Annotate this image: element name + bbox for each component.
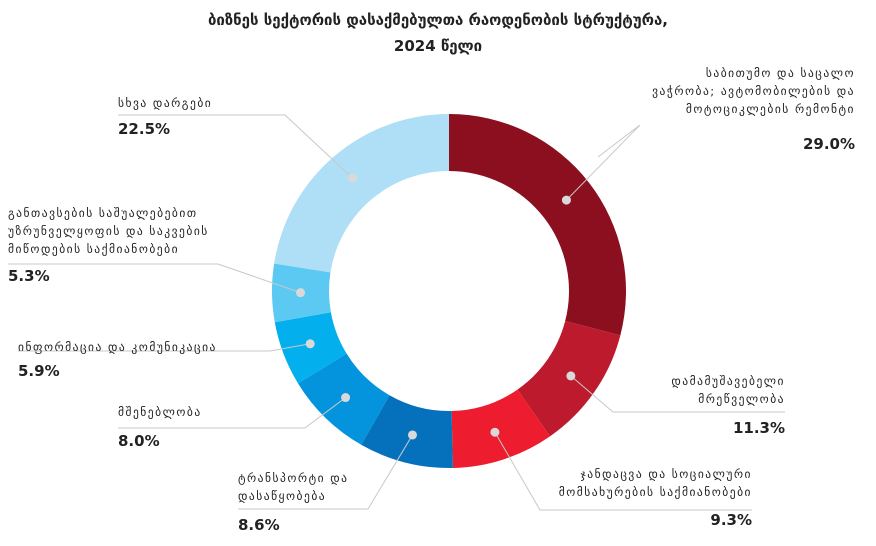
- donut-slice: [449, 114, 626, 336]
- slice-marker-dot: [490, 427, 500, 437]
- slice-value-label: 5.9%: [18, 362, 60, 380]
- slice-value-label: 8.6%: [238, 516, 280, 534]
- slice-value-label: 11.3%: [733, 419, 785, 437]
- leader-line: [570, 375, 785, 413]
- slice-label: ტრანსპორტი და დასაწყობება: [238, 471, 348, 503]
- slice-value-label: 22.5%: [118, 120, 170, 138]
- slice-label-line: მოტოციკლების რემონტი: [686, 102, 855, 116]
- slice-label-line: სხვა დარგები: [118, 96, 212, 110]
- slice-value-label: 8.0%: [118, 432, 160, 450]
- leader-line: [494, 431, 752, 511]
- slice-label: საბითუმო და საცალო ვაჭრობა; ავტომობილების…: [652, 66, 855, 116]
- slice-label-line: მომსახურების საქმიანობები: [559, 485, 752, 499]
- slice-label: სხვა დარგები: [118, 96, 212, 110]
- slice-label-line: განთავსების საშუალებებით: [8, 206, 198, 220]
- slice-label: ინფორმაცია და კომუნიკაცია: [18, 340, 217, 354]
- slice-label: მშენებლობა: [118, 405, 202, 419]
- slice-label-line: უზრუნველყოფის და საკვების: [8, 224, 209, 238]
- slice-marker-dot: [341, 393, 351, 403]
- donut-slice: [361, 395, 453, 468]
- slice-label-line: მშენებლობა: [118, 405, 202, 419]
- slice-label: განთავსების საშუალებებით უზრუნველყოფის და…: [8, 206, 209, 256]
- slice-label: დამამუშავებელი მრეწველობა: [671, 374, 785, 406]
- slice-marker-dot: [347, 173, 357, 183]
- slice-marker-dot: [561, 195, 571, 205]
- slice-label-line: მიწოდების საქმიანობები: [8, 242, 179, 256]
- leader-line: [8, 263, 301, 294]
- slice-label-line: საბითუმო და საცალო: [706, 66, 855, 80]
- chart-subtitle: 2024 წელი: [394, 37, 482, 55]
- slice-value-label: 9.3%: [710, 511, 752, 529]
- donut-slices: [272, 114, 626, 468]
- leader-line: [238, 434, 413, 510]
- leader-line: [566, 124, 641, 201]
- slice-label-line: ინფორმაცია და კომუნიკაცია: [18, 340, 217, 354]
- slice-marker-dot: [566, 371, 576, 381]
- leader-line: [118, 397, 346, 429]
- slice-label-line: დამამუშავებელი: [671, 374, 785, 388]
- leader-line: [18, 343, 311, 352]
- slice-marker-dot: [296, 288, 306, 298]
- slice-marker-dot: [305, 339, 315, 349]
- leader-line: [118, 114, 353, 179]
- slice-label: ჯანდაცვა და სოციალური მომსახურების საქმია…: [559, 467, 752, 499]
- slice-value-label: 5.3%: [8, 267, 50, 285]
- slice-label-line: ჯანდაცვა და სოციალური: [581, 467, 752, 481]
- chart-title: ბიზნეს სექტორის დასაქმებულთა რაოდენობის …: [208, 11, 668, 29]
- donut-slice: [451, 389, 550, 468]
- slice-label-line: დასაწყობება: [238, 489, 326, 503]
- slice-label-line: ტრანსპორტი და: [238, 471, 348, 485]
- slice-label-line: მრეწველობა: [698, 392, 785, 406]
- donut-slice: [274, 114, 449, 273]
- slice-label-line: ვაჭრობა; ავტომობილების და: [652, 84, 855, 98]
- slice-marker-dot: [407, 430, 417, 440]
- slice-labels: საბითუმო და საცალო ვაჭრობა; ავტომობილების…: [8, 66, 855, 534]
- slice-value-label: 29.0%: [803, 135, 855, 153]
